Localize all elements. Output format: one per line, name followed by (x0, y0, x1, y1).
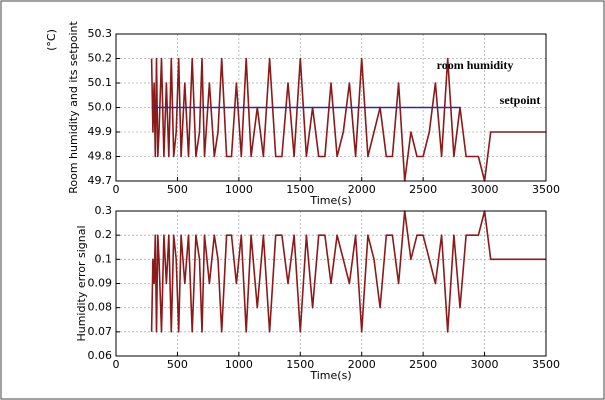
y-tick-label: 0.08 (88, 301, 113, 314)
x-tick-label: 500 (167, 358, 188, 371)
x-tick-label: 500 (167, 183, 188, 196)
x-tick-label: 3000 (471, 183, 499, 196)
y-axis-label: Humidity error signal (75, 225, 88, 341)
x-tick-label: 2000 (348, 183, 376, 196)
y-tick-label: 0.1 (95, 252, 113, 265)
y-tick-label: 49.8 (88, 150, 113, 163)
x-tick-label: 2500 (409, 183, 437, 196)
x-tick-label: 1000 (225, 358, 253, 371)
y-tick-label: 50.0 (88, 101, 113, 114)
x-axis-label: Time(s) (309, 194, 351, 207)
y-tick-label: 50.1 (88, 76, 113, 89)
x-axis-label: Time(s) (309, 369, 351, 382)
plot-frame (115, 33, 547, 182)
plot-frame (115, 210, 547, 357)
y-axis-unit: (°C) (45, 29, 58, 51)
x-tick-label: 0 (113, 358, 120, 371)
y-tick-label: 0.09 (88, 277, 113, 290)
x-tick-label: 1500 (286, 183, 314, 196)
y-tick-label: 0.06 (88, 349, 113, 362)
series-label: room humidity (437, 58, 514, 72)
x-tick-label: 3000 (471, 358, 499, 371)
x-tick-label: 1000 (225, 183, 253, 196)
x-tick-label: 2500 (409, 358, 437, 371)
y-tick-label: 0.07 (88, 325, 113, 338)
series-line (150, 57, 546, 182)
x-tick-label: 3500 (532, 358, 560, 371)
y-tick-label: 50.2 (88, 52, 113, 65)
x-tick-label: 3500 (532, 183, 560, 196)
x-tick-label: 0 (113, 183, 120, 196)
y-tick-label: 0.2 (95, 228, 113, 241)
y-tick-label: 0.3 (95, 204, 113, 217)
y-axis-label: Room humidity and its setpoint (67, 21, 80, 194)
series-line (150, 210, 546, 333)
y-tick-label: 49.9 (88, 125, 113, 138)
y-tick-label: 50.3 (88, 27, 113, 40)
y-tick-label: 49.7 (88, 174, 113, 187)
x-tick-label: 1500 (286, 358, 314, 371)
series-label: setpoint (500, 93, 541, 107)
x-tick-label: 2000 (348, 358, 376, 371)
